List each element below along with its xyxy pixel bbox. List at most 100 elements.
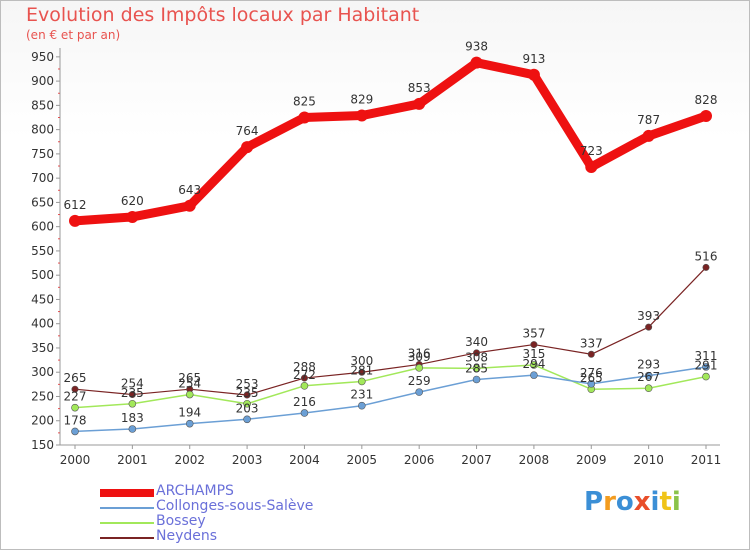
data-label: 308 [465, 350, 488, 364]
data-point [355, 109, 368, 122]
data-point [644, 371, 653, 380]
data-label: 311 [695, 349, 718, 363]
data-label: 309 [408, 350, 431, 364]
series-line-archamps [70, 58, 711, 226]
data-label: 829 [350, 93, 373, 107]
data-point [472, 375, 481, 384]
data-label: 828 [695, 93, 718, 107]
data-point [530, 361, 538, 369]
data-point [243, 391, 251, 399]
data-point [702, 363, 710, 371]
x-tick-label: 2000 [60, 453, 91, 467]
data-label: 825 [293, 95, 316, 109]
data-point [241, 141, 254, 154]
data-label: 235 [236, 386, 259, 400]
data-label: 340 [465, 335, 488, 349]
data-point [473, 349, 481, 357]
legend-swatch [100, 537, 154, 539]
data-point [415, 364, 423, 372]
legend-label: Collonges-sous-Salève [156, 498, 314, 514]
data-point [702, 263, 710, 271]
data-labels: 612 620 643 764 825 829 853 938 913 723 787 828 178 1… [64, 40, 718, 428]
data-point [300, 374, 308, 382]
data-point [587, 350, 595, 358]
data-label: 178 [64, 413, 87, 427]
data-point [702, 372, 710, 381]
y-tick-label: 200 [31, 414, 54, 428]
axes: 150 200 250 300 350 400 450 500 550 600 650 700 750 8… [31, 48, 721, 467]
y-tick-label: 600 [31, 220, 54, 234]
y-tick-label: 650 [31, 195, 54, 209]
logo-letter: i [671, 487, 681, 517]
logo-letter: P [584, 487, 604, 517]
data-label: 254 [178, 377, 201, 391]
series-line-neydens [74, 266, 707, 396]
data-point [71, 403, 79, 412]
data-label: 272 [293, 368, 316, 382]
logo-letter: i [650, 487, 660, 517]
y-tick-label: 700 [31, 171, 54, 185]
data-label: 316 [408, 346, 431, 360]
data-point [642, 129, 655, 142]
data-point [71, 385, 79, 393]
data-label: 291 [695, 359, 718, 373]
series-line-bossey [74, 364, 707, 409]
data-point [587, 380, 596, 388]
y-tick-label: 800 [31, 123, 54, 137]
data-label: 853 [408, 81, 431, 95]
y-tick-label: 250 [31, 389, 54, 403]
data-label: 315 [522, 347, 545, 361]
data-label: 253 [236, 377, 259, 391]
y-tick-label: 900 [31, 74, 54, 88]
y-tick-label: 750 [31, 147, 54, 161]
y-tick-label: 350 [31, 341, 54, 355]
data-label: 194 [178, 406, 201, 420]
x-tick-label: 2010 [633, 453, 664, 467]
data-point [128, 399, 137, 408]
x-tick-label: 2011 [691, 453, 722, 467]
data-label: 938 [465, 40, 488, 54]
data-point [470, 56, 483, 69]
data-point [415, 388, 423, 396]
y-tick-label: 850 [31, 98, 54, 112]
x-tick-label: 2007 [461, 453, 492, 467]
data-point [185, 419, 194, 428]
data-point [472, 364, 481, 373]
data-label: 183 [121, 411, 144, 425]
y-tick-label: 400 [31, 317, 54, 331]
data-point [71, 427, 79, 436]
data-point [300, 382, 309, 390]
data-label: 913 [522, 52, 545, 66]
data-label: 294 [522, 357, 545, 371]
data-point [413, 97, 426, 110]
data-label: 787 [637, 113, 660, 127]
data-point [69, 214, 81, 227]
x-tick-label: 2006 [404, 453, 435, 467]
data-label: 288 [293, 360, 316, 374]
data-point [358, 368, 366, 376]
data-label: 276 [580, 366, 603, 380]
data-label: 265 [178, 371, 201, 385]
legend-label: Neydens [156, 528, 218, 544]
data-label: 612 [64, 198, 87, 212]
legend-swatch [100, 489, 154, 497]
data-point [585, 160, 598, 173]
data-label: 293 [637, 358, 660, 372]
data-label: 227 [64, 390, 87, 404]
y-tick-label: 950 [31, 50, 54, 64]
x-tick-label: 2003 [232, 453, 263, 467]
x-tick-label: 2009 [576, 453, 607, 467]
legend-swatch [100, 522, 154, 524]
data-point [644, 384, 653, 393]
y-tick-label: 550 [31, 244, 54, 258]
y-tick-label: 300 [31, 365, 54, 379]
data-label: 259 [408, 374, 431, 388]
data-label: 337 [580, 336, 603, 350]
proxiti-logo: Proxiti [584, 487, 681, 517]
data-point [185, 390, 194, 399]
data-point [298, 111, 311, 124]
data-label: 254 [121, 377, 144, 391]
data-label: 620 [121, 194, 144, 208]
data-point [243, 415, 251, 424]
